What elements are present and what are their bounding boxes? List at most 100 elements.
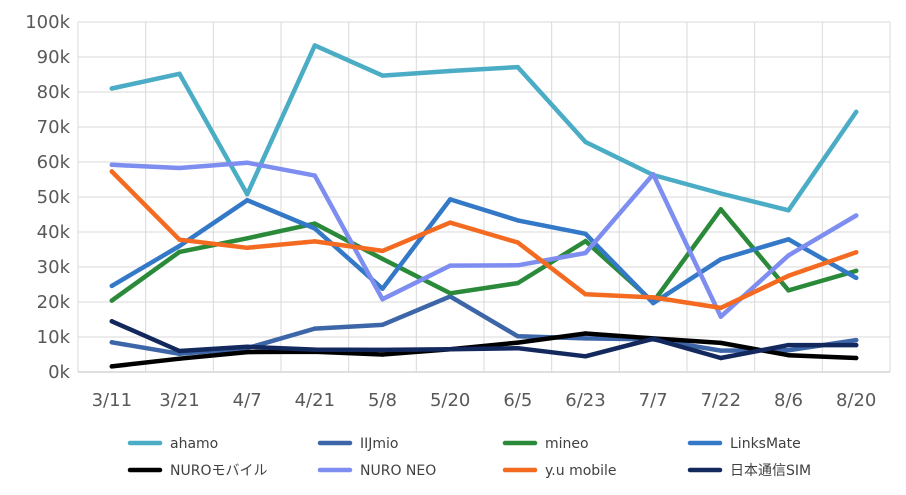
data-point xyxy=(380,347,385,353)
legend: ahamo IIJmio mineo LinksMate NUROモバイル NURO NE… xyxy=(127,436,811,479)
series-line-7 xyxy=(109,319,859,361)
x-tick-label: 3/11 xyxy=(92,390,132,411)
y-tick-label: 20k xyxy=(37,292,71,313)
series-line-6 xyxy=(109,169,859,311)
data-point xyxy=(583,331,588,336)
data-point xyxy=(583,354,588,359)
data-point xyxy=(312,239,318,244)
y-tick-label: 70k xyxy=(37,117,71,138)
y-tick-label: 30k xyxy=(37,257,71,278)
data-point xyxy=(380,352,385,357)
y-tick-label: 90k xyxy=(37,47,71,68)
data-point xyxy=(786,237,791,242)
data-point xyxy=(853,275,859,281)
data-point xyxy=(109,364,115,369)
data-point xyxy=(177,243,182,249)
data-point xyxy=(177,237,182,242)
x-tick-label: 8/20 xyxy=(836,390,876,411)
data-point xyxy=(515,280,521,286)
y-tick-label: 40k xyxy=(37,222,71,243)
data-point xyxy=(853,337,859,343)
data-point xyxy=(583,336,588,341)
x-tick-label: 5/8 xyxy=(368,390,397,411)
data-point xyxy=(515,340,521,345)
data-point xyxy=(109,298,115,303)
data-point xyxy=(650,172,656,177)
data-point xyxy=(650,300,656,306)
legend-label: y.u mobile xyxy=(545,463,617,479)
series-line-0 xyxy=(109,43,859,213)
gridlines xyxy=(77,21,891,373)
data-point xyxy=(718,355,724,361)
x-tick-label: 7/22 xyxy=(701,390,741,411)
data-point xyxy=(583,292,588,297)
x-tick-label: 6/23 xyxy=(565,390,605,411)
data-point xyxy=(718,191,724,196)
data-point xyxy=(244,160,250,165)
legend-label: NUROモバイル xyxy=(170,463,267,479)
legend-label: 日本通信SIM xyxy=(730,463,811,479)
data-point xyxy=(583,231,588,236)
data-point xyxy=(244,236,250,241)
data-point xyxy=(515,218,521,223)
data-point xyxy=(515,334,521,339)
data-point xyxy=(244,192,250,197)
data-point xyxy=(447,220,453,225)
data-point xyxy=(312,326,318,331)
x-tick-label: 3/21 xyxy=(159,390,199,411)
legend-item: IIJmio xyxy=(317,436,398,452)
data-point xyxy=(312,221,318,226)
data-point xyxy=(718,207,724,212)
legend-item: NUROモバイル xyxy=(127,463,267,479)
data-point xyxy=(718,257,724,262)
x-tick-label: 7/7 xyxy=(639,390,668,411)
data-point xyxy=(583,238,588,244)
data-point xyxy=(109,86,115,91)
data-point xyxy=(109,162,115,167)
data-point xyxy=(583,250,588,256)
data-point xyxy=(312,347,318,352)
data-point xyxy=(786,288,791,293)
data-point xyxy=(650,295,656,300)
data-point xyxy=(380,256,385,262)
data-point xyxy=(447,291,453,296)
series-line-3 xyxy=(109,197,859,306)
data-point xyxy=(109,283,115,289)
data-point xyxy=(853,342,859,348)
data-point xyxy=(109,340,115,345)
data-point xyxy=(853,213,859,218)
legend-label: LinksMate xyxy=(730,436,801,452)
data-point xyxy=(853,250,859,255)
data-point xyxy=(650,336,656,341)
legend-item: 日本通信SIM xyxy=(687,463,811,479)
data-point xyxy=(853,268,859,274)
x-tick-label: 8/6 xyxy=(774,390,803,411)
data-point xyxy=(177,356,182,361)
series-line-4 xyxy=(109,331,859,369)
data-point xyxy=(583,139,588,145)
data-point xyxy=(447,197,453,202)
data-point xyxy=(447,68,453,74)
y-tick-label: 60k xyxy=(37,152,71,173)
data-point xyxy=(515,64,521,70)
x-tick-label: 4/21 xyxy=(295,390,335,411)
legend-item: LinksMate xyxy=(687,436,801,452)
data-point xyxy=(786,273,791,278)
data-point xyxy=(312,173,318,178)
series-lines xyxy=(109,43,859,369)
x-tick-label: 5/20 xyxy=(430,390,470,411)
data-point xyxy=(177,71,182,77)
data-point xyxy=(380,286,385,291)
x-tick-label: 4/7 xyxy=(233,390,262,411)
legend-label: mineo xyxy=(545,436,589,452)
data-point xyxy=(380,297,385,302)
data-point xyxy=(515,263,521,268)
data-point xyxy=(109,169,115,174)
data-point xyxy=(380,248,385,254)
data-point xyxy=(380,322,385,327)
data-point xyxy=(718,340,724,346)
data-point xyxy=(244,245,250,250)
data-point xyxy=(786,348,791,353)
y-tick-label: 0k xyxy=(48,362,70,383)
